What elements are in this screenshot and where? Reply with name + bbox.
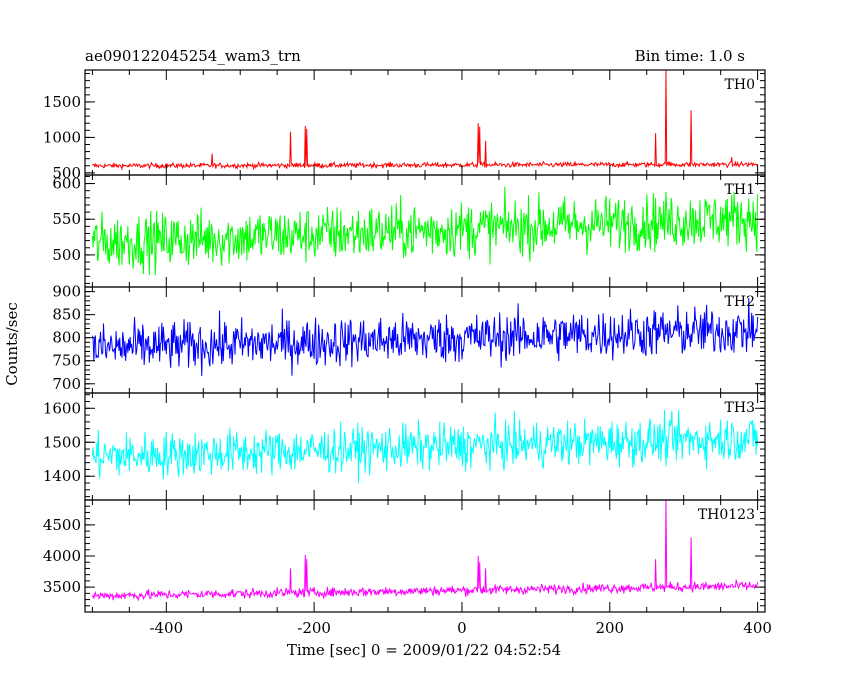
series-line-th0123: [91, 500, 759, 602]
panel-th3: 1400 1500 1600 TH3: [43, 392, 766, 501]
panel-frame: [84, 174, 766, 288]
y-tick-label: 750: [52, 352, 81, 370]
panel-label-th1: TH1: [725, 182, 755, 198]
x-tick-label: 0: [457, 619, 467, 637]
y-tick-label: 600: [52, 175, 81, 193]
y-tick-label: 1000: [43, 128, 81, 146]
y-tick-label: 1600: [43, 399, 81, 417]
x-axis-label: Time [sec] 0 = 2009/01/22 04:52:54: [287, 641, 561, 659]
x-tick-label: 200: [595, 619, 624, 637]
x-axis: -400 -200 0 200 400: [149, 619, 771, 637]
bin-time-label: Bin time: 1.0 s: [635, 47, 745, 65]
panels-group: 500 1000 1500 TH0 500 550 600 TH1 700 750 800 850 90…: [43, 69, 766, 613]
panel-frame: [84, 69, 766, 176]
y-tick-label: 500: [52, 164, 81, 182]
series-line-th1: [91, 186, 759, 276]
panel-th0123: 3500 4000 4500 TH0123: [43, 499, 766, 613]
series-line-th3: [91, 409, 759, 484]
x-tick-label: -400: [149, 619, 183, 637]
y-tick-label: 700: [52, 375, 81, 393]
x-tick-label: 400: [743, 619, 772, 637]
y-tick-label: 1500: [43, 433, 81, 451]
panel-th0: 500 1000 1500 TH0: [43, 69, 766, 182]
panel-th1: 500 550 600 TH1: [52, 174, 766, 288]
chart-title: ae090122045254_wam3_trn: [85, 47, 301, 65]
y-tick-label: 900: [52, 283, 81, 301]
panel-label-th3: TH3: [725, 400, 755, 416]
series-line-th2: [91, 298, 759, 376]
y-tick-label: 1500: [43, 93, 81, 111]
panel-label-th2: TH2: [725, 294, 755, 310]
y-tick-label: 1400: [43, 467, 81, 485]
y-tick-label: 4500: [43, 516, 81, 534]
y-tick-label: 3500: [43, 578, 81, 596]
y-axis-label: Counts/sec: [3, 302, 21, 386]
x-tick-label: -200: [297, 619, 331, 637]
y-tick-label: 800: [52, 329, 81, 347]
y-tick-label: 500: [52, 246, 81, 264]
y-tick-label: 4000: [43, 547, 81, 565]
series-line-th0: [92, 70, 759, 171]
panel-label-th0123: TH0123: [698, 507, 755, 523]
y-tick-label: 550: [52, 210, 81, 228]
panel-label-th0: TH0: [725, 77, 755, 93]
y-tick-label: 850: [52, 306, 81, 324]
panel-th2: 700 750 800 850 900 TH2: [52, 283, 766, 394]
